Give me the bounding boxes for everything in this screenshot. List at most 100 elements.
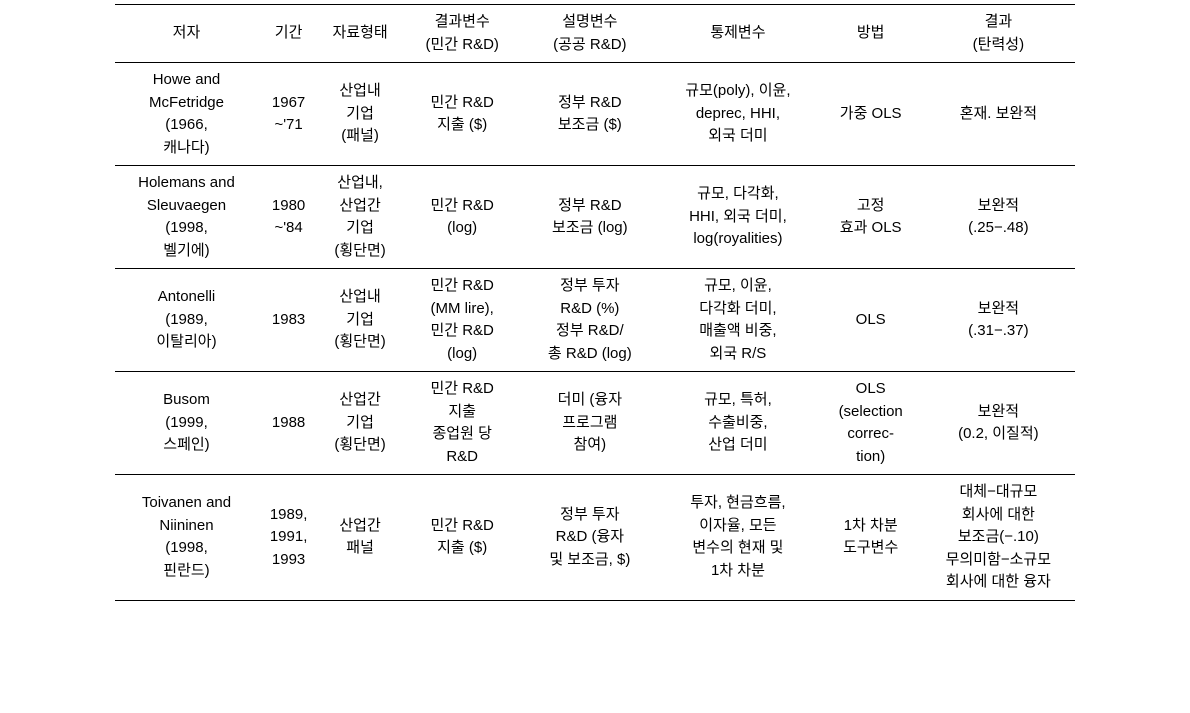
cell-control-line: 산업 더미 [658,434,817,457]
cell-explan-line: 정부 투자 [525,504,654,527]
cell-result-line: 회사에 대한 융자 [924,571,1073,594]
cell-result-line: (.25−.48) [924,217,1073,240]
cell-control: 규모, 특허,수출비중,산업 더미 [656,372,819,475]
cell-result-line: 보완적 [924,195,1073,218]
cell-datatype-line: 산업간 [321,515,399,538]
cell-period-line: 1989, [260,504,317,527]
cell-control-line: 외국 R/S [658,343,817,366]
cell-author: Busom(1999,스페인) [115,372,258,475]
cell-outcome: 민간 R&D지출 ($) [401,63,524,166]
cell-author-line: (1999, [117,412,256,435]
cell-result-line: (.31−.37) [924,320,1073,343]
cell-control-line: 매출액 비중, [658,320,817,343]
cell-period-line: 1988 [260,412,317,435]
cell-method: 고정효과 OLS [820,166,922,269]
cell-author-line: (1998, [117,537,256,560]
cell-result-line: 보완적 [924,298,1073,321]
cell-control-line: HHI, 외국 더미, [658,206,817,229]
col-result-l1: 결과 [924,11,1073,34]
cell-explan: 더미 (융자프로그램참여) [523,372,656,475]
cell-author-line: 이탈리아) [117,331,256,354]
cell-result-line: 무의미함−소규모 [924,549,1073,572]
cell-control: 규모(poly), 이윤,deprec, HHI,외국 더미 [656,63,819,166]
cell-author-line: (1989, [117,309,256,332]
table-row: Antonelli(1989,이탈리아)1983산업내기업(횡단면)민간 R&D… [115,269,1075,372]
cell-outcome-line: 민간 R&D [403,92,522,115]
cell-datatype: 산업간기업(횡단면) [319,372,401,475]
cell-period-line: 1983 [260,309,317,332]
cell-author-line: Antonelli [117,286,256,309]
cell-author-line: Holemans and [117,172,256,195]
cell-control-line: 규모(poly), 이윤, [658,80,817,103]
cell-datatype-line: 기업 [321,217,399,240]
col-datatype: 자료형태 [319,5,401,63]
cell-author-line: Howe and [117,69,256,92]
cell-control-line: 외국 더미 [658,125,817,148]
cell-result: 보완적(0.2, 이질적) [922,372,1075,475]
col-explan: 설명변수 (공공 R&D) [523,5,656,63]
cell-explan-line: 정부 R&D/ [525,320,654,343]
cell-author: Howe andMcFetridge(1966,캐나다) [115,63,258,166]
cell-method-line: OLS [822,378,920,401]
cell-period: 1980~'84 [258,166,319,269]
table-container: 저자 기간 자료형태 결과변수 (민간 R&D) 설명변수 (공공 R&D) 통… [115,0,1075,601]
col-period: 기간 [258,5,319,63]
cell-method-line: correc- [822,423,920,446]
cell-author-line: 핀란드) [117,560,256,583]
cell-explan-line: 더미 (융자 [525,389,654,412]
col-outcome-l2: (민간 R&D) [403,34,522,57]
cell-author-line: 스페인) [117,434,256,457]
cell-explan-line: 보조금 ($) [525,114,654,137]
cell-author-line: 캐나다) [117,137,256,160]
cell-control-line: log(royalities) [658,228,817,251]
cell-period: 1967~'71 [258,63,319,166]
cell-explan-line: R&D (%) [525,298,654,321]
cell-outcome-line: 지출 ($) [403,114,522,137]
cell-author-line: McFetridge [117,92,256,115]
cell-period-line: ~'71 [260,114,317,137]
cell-outcome-line: 민간 R&D [403,320,522,343]
cell-result: 혼재. 보완적 [922,63,1075,166]
cell-control-line: 규모, 이윤, [658,275,817,298]
cell-explan: 정부 투자R&D (융자및 보조금, $) [523,475,656,601]
cell-explan-line: R&D (융자 [525,526,654,549]
col-result: 결과 (탄력성) [922,5,1075,63]
cell-control-line: 다각화 더미, [658,298,817,321]
cell-datatype: 산업간패널 [319,475,401,601]
cell-outcome-line: (log) [403,217,522,240]
cell-period: 1983 [258,269,319,372]
cell-explan-line: 참여) [525,434,654,457]
cell-author-line: Sleuvaegen [117,195,256,218]
cell-explan: 정부 R&D보조금 ($) [523,63,656,166]
cell-datatype-line: 산업내 [321,286,399,309]
col-outcome-l1: 결과변수 [403,11,522,34]
cell-outcome-line: 종업원 당 [403,423,522,446]
cell-author-line: Busom [117,389,256,412]
cell-explan-line: 정부 R&D [525,195,654,218]
cell-control-line: deprec, HHI, [658,103,817,126]
cell-result-line: 혼재. 보완적 [924,103,1073,126]
cell-period-line: ~'84 [260,217,317,240]
cell-explan-line: 및 보조금, $) [525,549,654,572]
cell-datatype-line: 산업간 [321,195,399,218]
cell-method-line: 도구변수 [822,537,920,560]
cell-datatype-line: 기업 [321,412,399,435]
cell-explan: 정부 투자R&D (%)정부 R&D/총 R&D (log) [523,269,656,372]
cell-author: Toivanen andNiininen(1998,핀란드) [115,475,258,601]
cell-explan-line: 보조금 (log) [525,217,654,240]
cell-period: 1988 [258,372,319,475]
cell-result: 보완적(.31−.37) [922,269,1075,372]
cell-result: 대체−대규모회사에 대한보조금(−.10)무의미함−소규모회사에 대한 융자 [922,475,1075,601]
cell-result-line: 보완적 [924,401,1073,424]
cell-outcome-line: 지출 [403,401,522,424]
cell-explan-line: 정부 투자 [525,275,654,298]
cell-author-line: (1966, [117,114,256,137]
cell-period-line: 1991, [260,526,317,549]
cell-datatype: 산업내,산업간기업(횡단면) [319,166,401,269]
header-row: 저자 기간 자료형태 결과변수 (민간 R&D) 설명변수 (공공 R&D) 통… [115,5,1075,63]
cell-period-line: 1980 [260,195,317,218]
cell-result-line: (0.2, 이질적) [924,423,1073,446]
cell-control-line: 규모, 특허, [658,389,817,412]
cell-result-line: 대체−대규모 [924,481,1073,504]
cell-explan-line: 정부 R&D [525,92,654,115]
